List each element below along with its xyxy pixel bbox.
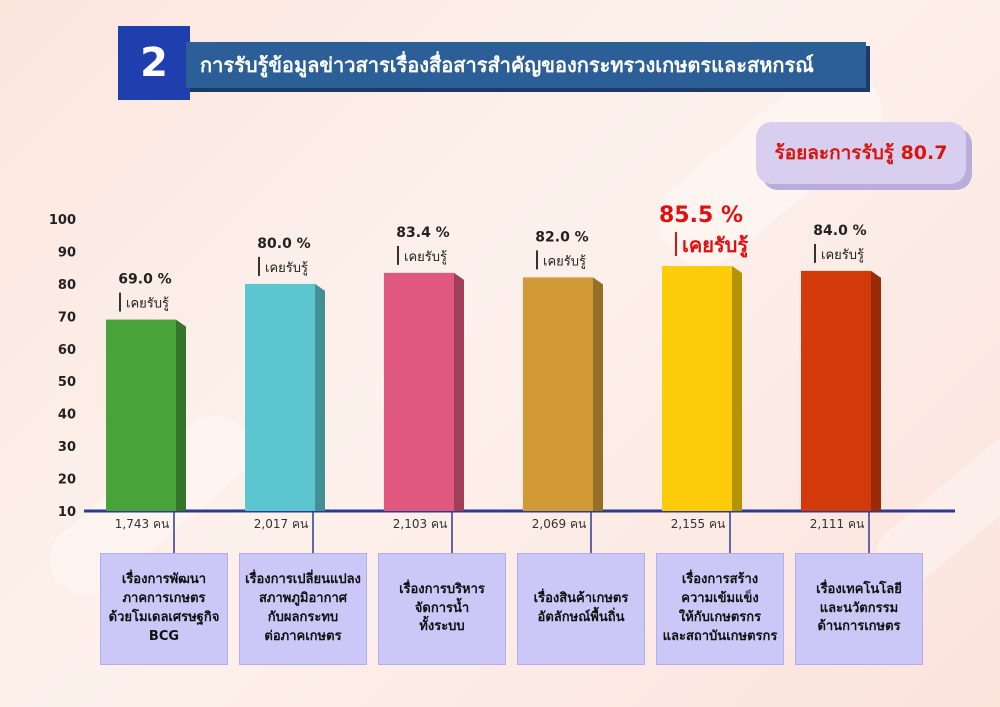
respondent-count: 2,155 คน xyxy=(671,517,725,531)
y-tick-label: 60 xyxy=(58,343,76,358)
y-tick-label: 40 xyxy=(58,408,76,423)
sub-label: เคยรับรู้ xyxy=(543,254,586,269)
y-tick-label: 10 xyxy=(58,505,76,520)
category-label: เรื่องการบริหาร จัดการน้ำ ทั้งระบบ xyxy=(399,581,485,635)
y-tick-label: 100 xyxy=(49,213,76,228)
value-label: 84.0 % xyxy=(813,223,866,239)
bar-side xyxy=(176,319,186,511)
bar-side xyxy=(732,266,742,511)
bar xyxy=(245,283,315,511)
value-label: 83.4 % xyxy=(396,225,449,241)
bar xyxy=(384,272,454,511)
value-label: 80.0 % xyxy=(257,236,310,252)
y-tick-label: 20 xyxy=(58,473,76,488)
bar-side xyxy=(871,270,881,511)
category-label: เรื่องการพัฒนา ภาคการเกษตร ด้วยโมเดลเศรษ… xyxy=(108,572,220,644)
y-tick-label: 90 xyxy=(58,245,76,260)
sub-label: เคยรับรู้ xyxy=(682,233,748,259)
respondent-count: 2,111 คน xyxy=(810,517,864,531)
sub-label: เคยรับรู้ xyxy=(404,250,447,265)
bar xyxy=(523,277,593,511)
respondent-count: 1,743 คน xyxy=(115,517,169,531)
category-label: เรื่องการสร้าง ความเข้มแข็ง ให้กับเกษตรก… xyxy=(662,572,778,644)
bar xyxy=(106,319,176,511)
bar-side xyxy=(454,272,464,511)
category-label: เรื่องเทคโนโลยี และนวัตกรรม ด้านการเกษตร xyxy=(816,581,902,635)
sub-label: เคยรับรู้ xyxy=(265,261,308,276)
section-number: 2 xyxy=(118,26,190,100)
category-label-box: เรื่องการสร้าง ความเข้มแข็ง ให้กับเกษตรก… xyxy=(656,553,784,665)
category-label: เรื่องการเปลี่ยนแปลง สภาพภูมิอากาศ กับผล… xyxy=(245,572,361,644)
bar xyxy=(801,270,871,511)
y-tick-label: 30 xyxy=(58,440,76,455)
category-label-box: เรื่องเทคโนโลยี และนวัตกรรม ด้านการเกษตร xyxy=(795,553,923,665)
sub-label: เคยรับรู้ xyxy=(821,248,864,263)
category-label-box: เรื่องการเปลี่ยนแปลง สภาพภูมิอากาศ กับผล… xyxy=(239,553,367,665)
category-label-box: เรื่องการบริหาร จัดการน้ำ ทั้งระบบ xyxy=(378,553,506,665)
sub-label: เคยรับรู้ xyxy=(126,297,169,312)
category-label-box: เรื่องการพัฒนา ภาคการเกษตร ด้วยโมเดลเศรษ… xyxy=(100,553,228,665)
header: 2 การรับรู้ข้อมูลข่าวสารเรื่องสื่อสารสำค… xyxy=(118,26,866,100)
value-label: 69.0 % xyxy=(118,272,171,288)
value-label: 85.5 % xyxy=(659,203,743,228)
bar-side xyxy=(315,283,325,511)
value-label: 82.0 % xyxy=(535,229,588,245)
overall-awareness-badge: ร้อยละการรับรู้ 80.7 xyxy=(756,122,966,184)
y-tick-label: 50 xyxy=(58,375,76,390)
y-tick-label: 80 xyxy=(58,278,76,293)
y-tick-label: 70 xyxy=(58,310,76,325)
category-label-box: เรื่องสินค้าเกษตร อัตลักษณ์พื้นถิ่น xyxy=(517,553,645,665)
category-label: เรื่องสินค้าเกษตร อัตลักษณ์พื้นถิ่น xyxy=(533,591,629,625)
respondent-count: 2,017 คน xyxy=(254,517,308,531)
respondent-count: 2,069 คน xyxy=(532,517,586,531)
bar xyxy=(662,266,732,511)
page-title: การรับรู้ข้อมูลข่าวสารเรื่องสื่อสารสำคัญ… xyxy=(186,42,866,88)
bar-side xyxy=(593,277,603,511)
respondent-count: 2,103 คน xyxy=(393,517,447,531)
